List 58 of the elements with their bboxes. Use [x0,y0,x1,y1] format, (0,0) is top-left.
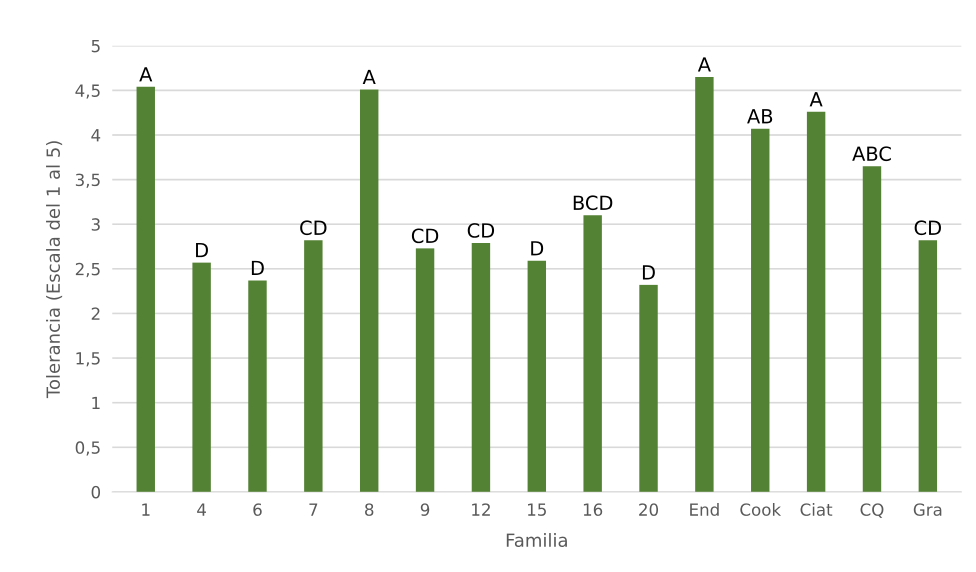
bar [528,260,546,492]
x-tick-label: 7 [309,504,318,516]
x-tick-label: CQ [860,503,884,518]
annotation: A [139,67,152,82]
bar [695,76,714,492]
y-tick-label: 2,5 [76,262,100,278]
x-axis-title: Familia [506,533,567,548]
x-tick-label: Ciat [800,503,832,516]
annotation: BCD [574,195,612,210]
bar [248,280,267,492]
bar [751,128,770,492]
annotation: AB [747,109,772,124]
bar [918,240,938,492]
annotation: CD [914,220,941,236]
bar [416,248,434,492]
x-tick-label: 15 [528,504,546,516]
annotation: D [642,265,655,280]
annotation: CD [300,220,326,236]
annotation: A [810,92,823,106]
y-tick-label: 3,5 [76,174,100,188]
annotation: A [698,57,711,72]
y-tick-label: 0 [92,486,100,498]
annotation: D [196,242,208,258]
y-axis-title: Tolerancia (Escala del 1 al 5) [46,141,62,398]
annotation: CD [468,223,494,238]
bar [472,242,490,492]
x-tick-label: 16 [584,503,602,516]
bar [806,112,826,492]
y-tick-label: 2 [92,307,100,320]
x-tick-label: 8 [365,503,374,516]
annotation: A [362,70,376,84]
annotation: D [252,260,264,276]
y-tick-label: 4 [91,129,100,142]
bar [583,215,602,492]
y-tick-label: 1 [92,396,100,410]
annotation: ABC [852,146,891,162]
x-tick-label: 20 [639,503,658,516]
annotation: D [531,241,544,256]
y-tick-label: 3 [92,218,100,231]
bar [360,89,378,492]
bar [639,284,658,492]
y-tick-label: 5 [92,40,100,52]
x-tick-label: End [690,503,719,516]
y-tick-label: 4,5 [75,84,100,99]
bar [862,166,882,492]
bar [192,262,211,492]
bar [304,240,323,492]
x-tick-label: 1 [142,504,150,516]
x-tick-label: Gra [914,503,942,516]
y-tick-label: 1,5 [76,352,100,366]
x-tick-label: Cook [740,503,782,516]
x-tick-label: 12 [472,503,490,516]
bar [136,86,155,492]
x-tick-label: 6 [253,503,262,516]
annotation: CD [412,228,438,244]
y-tick-label: 0,5 [76,441,100,456]
x-tick-label: 9 [420,503,430,516]
x-tick-label: 4 [197,504,206,516]
